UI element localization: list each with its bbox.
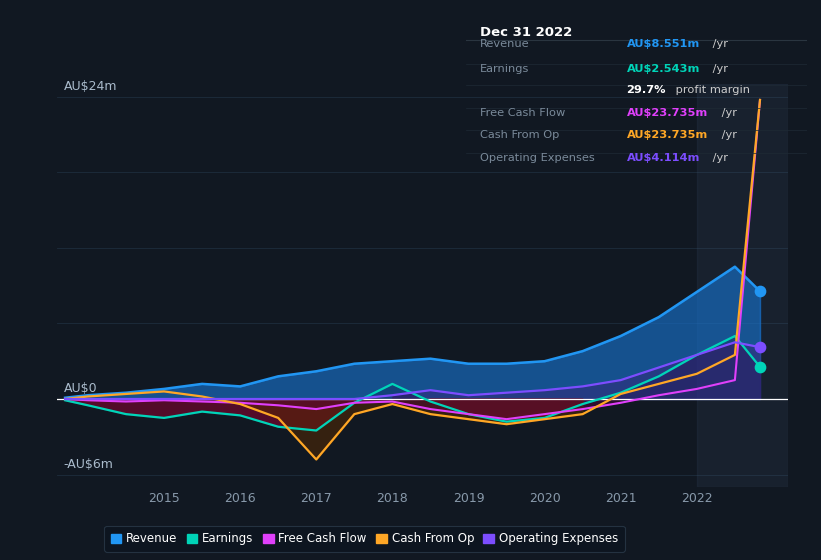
Text: /yr: /yr	[709, 153, 728, 162]
Text: AU$24m: AU$24m	[63, 80, 117, 93]
Text: /yr: /yr	[709, 39, 728, 49]
Text: AU$23.735m: AU$23.735m	[626, 108, 708, 118]
Text: AU$0: AU$0	[63, 382, 97, 395]
Text: AU$2.543m: AU$2.543m	[626, 64, 699, 74]
Text: /yr: /yr	[718, 130, 737, 141]
Text: Revenue: Revenue	[480, 39, 530, 49]
Text: AU$23.735m: AU$23.735m	[626, 130, 708, 141]
Legend: Revenue, Earnings, Free Cash Flow, Cash From Op, Operating Expenses: Revenue, Earnings, Free Cash Flow, Cash …	[104, 526, 625, 552]
Text: -AU$6m: -AU$6m	[63, 458, 113, 471]
Point	[754, 362, 767, 371]
Text: Operating Expenses: Operating Expenses	[480, 153, 594, 162]
Text: profit margin: profit margin	[672, 85, 750, 95]
Text: /yr: /yr	[709, 64, 728, 74]
Bar	[697, 84, 788, 487]
Text: Dec 31 2022: Dec 31 2022	[480, 26, 572, 39]
Text: Earnings: Earnings	[480, 64, 530, 74]
Point	[754, 343, 767, 352]
Text: AU$8.551m: AU$8.551m	[626, 39, 699, 49]
Text: Cash From Op: Cash From Op	[480, 130, 559, 141]
Text: 29.7%: 29.7%	[626, 85, 666, 95]
Text: AU$4.114m: AU$4.114m	[626, 153, 699, 162]
Text: /yr: /yr	[718, 108, 737, 118]
Text: Free Cash Flow: Free Cash Flow	[480, 108, 565, 118]
Point	[754, 287, 767, 296]
